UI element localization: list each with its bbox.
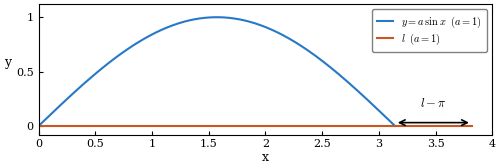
$y = a\,\sin x\;\;(a=1)$: [229, 17, 235, 19]
$y = a\,\sin x\;\;(a=1)$: [205, 16, 211, 18]
$y = a\,\sin x\;\;(a=1)$: [214, 16, 220, 18]
$y = a\,\sin x\;\;(a=1)$: [207, 16, 213, 18]
$y = a\,\sin x\;\;(a=1)$: [384, 117, 390, 119]
Legend: $y = a\,\sin x\;\;(a=1)$, $l\;\;(a=1)$: $y = a\,\sin x\;\;(a=1)$, $l\;\;(a=1)$: [372, 9, 487, 52]
$y = a\,\sin x\;\;(a=1)$: [328, 67, 334, 69]
Line: $y = a\,\sin x\;\;(a=1)$: $y = a\,\sin x\;\;(a=1)$: [38, 17, 395, 126]
$y = a\,\sin x\;\;(a=1)$: [392, 125, 398, 127]
$y = a\,\sin x\;\;(a=1)$: [36, 125, 42, 127]
Y-axis label: y: y: [4, 56, 12, 69]
X-axis label: x: x: [262, 151, 269, 164]
Text: $l-\pi$: $l-\pi$: [420, 97, 447, 110]
$y = a\,\sin x\;\;(a=1)$: [248, 21, 254, 23]
